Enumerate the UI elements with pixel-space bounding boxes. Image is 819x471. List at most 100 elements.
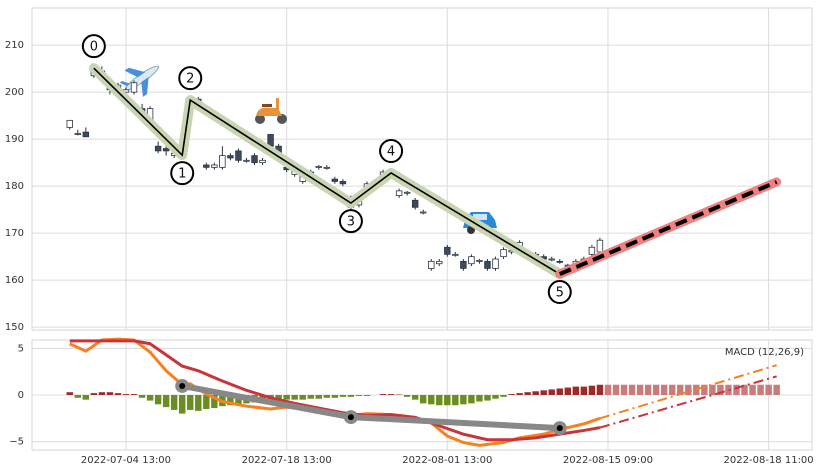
histogram-projection-bar xyxy=(701,384,708,395)
wave-marker xyxy=(178,66,203,91)
candle-body xyxy=(219,155,226,168)
histogram-bar xyxy=(170,395,178,410)
histogram-bar xyxy=(484,395,491,401)
histogram-bar xyxy=(355,395,363,396)
candle-body xyxy=(66,119,73,128)
candle-body xyxy=(130,82,138,93)
histogram-projection-bar xyxy=(765,384,772,395)
histogram-bar xyxy=(315,395,322,399)
histogram-projection-bar xyxy=(669,384,676,395)
histogram-bar xyxy=(347,395,355,397)
scooter-icon xyxy=(255,98,287,124)
wave-marker xyxy=(338,209,363,234)
y-tick-label: 160 xyxy=(5,275,24,286)
histogram-bar xyxy=(492,395,499,399)
y-tick-label: 190 xyxy=(5,134,24,145)
histogram-bar xyxy=(476,395,483,402)
candle-body xyxy=(556,260,563,263)
y-tick-label: 180 xyxy=(5,181,24,192)
candle-body xyxy=(235,150,242,161)
histogram-projection-bar xyxy=(725,384,732,395)
histogram-bar xyxy=(500,395,507,397)
histogram-bar xyxy=(452,395,459,406)
wave-marker xyxy=(81,34,106,59)
histogram-bar xyxy=(98,392,106,395)
histogram-bar xyxy=(403,395,411,397)
divergence-dot xyxy=(556,425,563,432)
wave-marker xyxy=(547,280,572,305)
candle-body xyxy=(500,249,507,258)
histogram-bar xyxy=(363,395,371,396)
candle-body xyxy=(211,164,218,168)
candle-body xyxy=(227,155,234,159)
histogram-bar xyxy=(540,390,547,395)
histogram-bar xyxy=(516,393,523,395)
histogram-bar xyxy=(187,395,194,410)
histogram-projection-bar xyxy=(741,384,748,395)
histogram-bar xyxy=(331,395,339,398)
wave-label: 0 xyxy=(90,40,98,55)
histogram-projection-bar xyxy=(709,384,716,395)
wave-label: 4 xyxy=(387,144,395,159)
x-tick-label: 2022-08-18 11:00 xyxy=(724,455,814,466)
histogram-bar xyxy=(66,392,73,395)
candle-body xyxy=(331,178,339,182)
histogram-bar xyxy=(524,392,531,395)
histogram-bar xyxy=(74,395,82,398)
divergence-dot xyxy=(347,414,354,421)
histogram-bar xyxy=(130,394,138,395)
histogram-bar xyxy=(564,387,572,395)
candle-body xyxy=(411,199,419,208)
candle-body xyxy=(323,166,331,169)
histogram-bar xyxy=(468,395,475,404)
histogram-bar xyxy=(179,395,186,414)
histogram-bar xyxy=(227,395,234,406)
candle-body xyxy=(154,145,162,152)
histogram-projection-bar xyxy=(717,384,724,395)
histogram-bar xyxy=(580,386,588,395)
histogram-bar xyxy=(211,395,218,409)
histogram-bar xyxy=(339,395,347,397)
histogram-bar xyxy=(379,394,387,395)
candle-body xyxy=(428,260,435,269)
y-tick-label: 150 xyxy=(5,322,24,333)
candle-body xyxy=(444,246,451,255)
histogram-bar xyxy=(444,395,451,406)
histogram-bar xyxy=(291,395,298,400)
x-tick-label: 2022-08-15 09:00 xyxy=(563,455,653,466)
histogram-bar xyxy=(460,395,467,405)
candle-body xyxy=(339,181,347,185)
histogram-projection-bar xyxy=(685,384,692,395)
histogram-bar xyxy=(146,395,154,401)
candle-body xyxy=(548,258,555,261)
candle-body xyxy=(251,155,258,164)
histogram-bar xyxy=(532,391,539,395)
histogram-bar xyxy=(411,395,419,400)
histogram-projection-bar xyxy=(660,384,668,395)
wave-label: 2 xyxy=(186,72,194,87)
y-tick-label: 5 xyxy=(18,343,24,354)
histogram-projection-bar xyxy=(644,384,652,395)
histogram-bar xyxy=(195,395,202,411)
candle-body xyxy=(203,164,210,168)
candle-body xyxy=(460,260,467,269)
histogram-projection-bar xyxy=(773,384,780,395)
candle-body xyxy=(395,190,403,196)
histogram-bar xyxy=(572,386,580,395)
histogram-bar xyxy=(82,395,90,400)
y-tick-label: 0 xyxy=(18,390,24,401)
candle-body xyxy=(596,239,604,253)
x-tick-label: 2022-07-18 13:00 xyxy=(242,455,332,466)
histogram-bar xyxy=(275,395,282,401)
histogram-projection-bar xyxy=(628,384,636,395)
histogram-projection-bar xyxy=(620,384,628,395)
projection-line xyxy=(558,180,778,276)
histogram-bar xyxy=(283,395,290,400)
histogram-bar xyxy=(122,394,130,395)
candle-body xyxy=(436,260,443,265)
divergence-dot xyxy=(179,382,186,389)
candle-body xyxy=(476,260,483,262)
candle-body xyxy=(74,133,81,135)
histogram-projection-bar xyxy=(652,384,660,395)
